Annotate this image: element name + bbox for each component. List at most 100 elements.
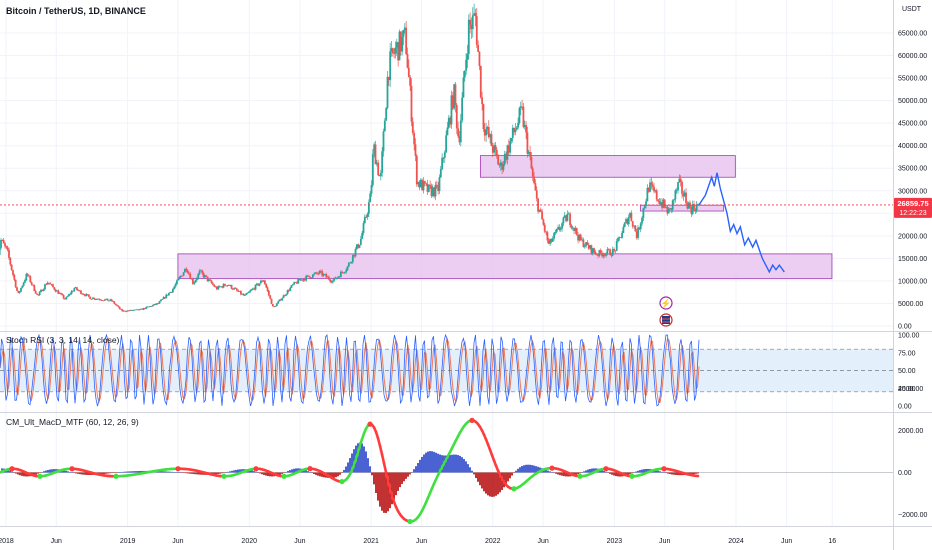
candle-body: [13, 274, 16, 280]
candle-body: [622, 226, 625, 234]
macd-histogram-bar: [429, 451, 431, 473]
candle-body: [56, 290, 58, 292]
candle-body: [105, 298, 108, 300]
candle-body: [486, 126, 489, 130]
candle-body: [121, 309, 124, 312]
candle-body: [73, 288, 76, 291]
candle-body: [209, 279, 212, 281]
macd-histogram-bar: [589, 468, 591, 473]
candle-body: [577, 234, 579, 241]
candle-body: [116, 304, 118, 306]
macd-histogram-bar: [431, 451, 433, 473]
candle-body: [614, 250, 617, 252]
candle-body: [178, 277, 181, 279]
candle-body: [286, 290, 289, 295]
candle-body: [546, 232, 549, 241]
candle-body: [4, 243, 6, 247]
candle-body: [609, 249, 611, 255]
candle-body: [550, 238, 553, 242]
macd-histogram-bar: [141, 470, 143, 473]
candle-body: [204, 275, 206, 278]
us-flag-icon[interactable]: [659, 313, 673, 327]
macd-histogram-bar: [663, 472, 665, 473]
macd-histogram-bar: [193, 472, 195, 475]
candle-body: [185, 268, 188, 271]
macd-cross-dot: [629, 473, 635, 479]
candle-body: [88, 294, 90, 297]
candle-body: [498, 164, 501, 166]
stoch-axis[interactable]: 100.00 75.00 50.00 25.00 0.00: [898, 333, 920, 411]
macd-histogram-bar: [475, 472, 477, 479]
macd-histogram-bar: [319, 472, 321, 477]
macd-histogram-bar: [509, 472, 511, 479]
macd-histogram-bar: [343, 469, 345, 473]
macd-histogram-bar: [427, 451, 429, 473]
macd-histogram-bar: [329, 472, 331, 478]
candle-body: [630, 212, 633, 222]
candle-body: [197, 273, 200, 279]
macd-histogram-bar: [477, 472, 479, 482]
candle-body: [581, 239, 583, 241]
macd-histogram-bar: [451, 454, 453, 473]
candle-body: [238, 291, 241, 292]
candle-body: [447, 117, 450, 128]
candle-body: [229, 285, 232, 286]
candle-body: [162, 297, 165, 300]
macd-histogram-bar: [303, 469, 305, 473]
candle-body: [683, 192, 686, 197]
macd-histogram-bar: [545, 469, 547, 473]
candle-body: [659, 202, 662, 205]
candle-body: [561, 223, 563, 229]
macd-histogram-bar: [283, 472, 285, 473]
candle-body: [309, 276, 312, 279]
price-tick-label: 0.00: [898, 324, 912, 331]
macd-histogram-bar: [677, 472, 679, 476]
macd-histogram-bar: [459, 455, 461, 473]
candle-body: [651, 184, 654, 187]
macd-histogram-bar: [483, 472, 485, 492]
candle-body: [32, 284, 34, 286]
candle-body: [210, 280, 213, 284]
macd-histogram-bar: [101, 472, 103, 475]
macd-histogram-bar: [665, 472, 667, 474]
candle-body: [40, 289, 42, 293]
lightning-icon[interactable]: ⚡: [659, 296, 673, 310]
candle-body: [293, 282, 296, 285]
candle-body: [311, 274, 314, 278]
candle-body: [290, 285, 293, 288]
candle-body: [0, 239, 2, 248]
macd-cross-dot: [221, 473, 227, 479]
macd-histogram-bar: [363, 446, 365, 473]
candle-body: [90, 298, 93, 300]
time-axis[interactable]: 2018 Jun 2019 Jun 2020 Jun 2021 Jun 2022 Jun 2023 J…: [0, 538, 836, 545]
price-tick-label: 65000.00: [898, 31, 927, 38]
candle-body: [441, 157, 444, 170]
candle-body: [149, 306, 152, 307]
candle-body: [587, 244, 590, 249]
macd-histogram-bar: [111, 472, 113, 474]
candle-body: [176, 280, 178, 285]
macd-panel: [0, 417, 893, 525]
candle-body: [142, 308, 145, 310]
macd-histogram-bar: [393, 472, 395, 500]
candle-body: [94, 299, 97, 300]
macd-histogram-bar: [219, 472, 221, 474]
candle-body: [658, 201, 661, 205]
candle-body: [625, 218, 627, 223]
candle-body: [208, 279, 210, 281]
candle-body: [613, 249, 615, 251]
candle-body: [489, 134, 492, 138]
macd-histogram-bar: [615, 472, 617, 477]
macd-histogram-bar: [629, 472, 631, 475]
candle-body: [534, 183, 537, 191]
macd-histogram-bar: [633, 472, 635, 473]
macd-histogram-bar: [521, 466, 523, 473]
candle-body: [335, 277, 338, 280]
candle-body: [321, 271, 324, 276]
candle-body: [483, 129, 486, 136]
candle-body: [69, 293, 72, 295]
candle-body: [100, 299, 102, 301]
candle-body: [70, 291, 73, 294]
